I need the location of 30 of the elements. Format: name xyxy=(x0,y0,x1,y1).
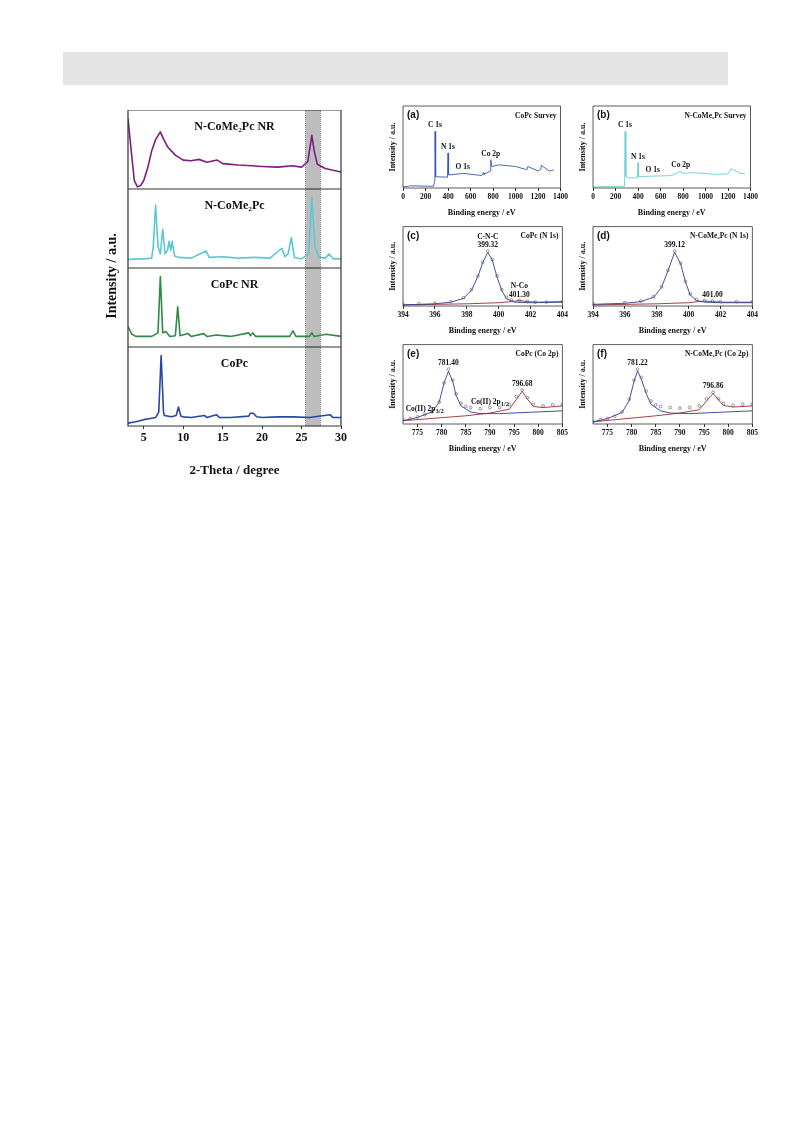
x-axis-title: 2-Theta / degree xyxy=(189,461,280,477)
text: (b) xyxy=(597,109,610,120)
x-tick-label: 20 xyxy=(256,430,269,445)
x-axis-title: Binding energy / eV xyxy=(447,208,516,218)
x-axis-title: Binding energy / eV xyxy=(637,208,706,218)
text: (f) xyxy=(597,347,607,359)
text: (c) xyxy=(407,229,420,241)
x-tick-label: 30 xyxy=(335,430,347,445)
chart-title: N-CoMe₂Pc xyxy=(204,198,266,212)
y-axis-title: Intensity / a.u. xyxy=(387,241,397,291)
x-axis-title: Binding energy / eV xyxy=(448,444,517,454)
chart-title: CoPc NR xyxy=(210,277,259,291)
x-tick-label: 25 xyxy=(295,430,308,445)
chart-title: N-CoMe₂Pc NR xyxy=(194,119,276,133)
x-axis-title: Binding energy / eV xyxy=(638,326,707,336)
y-axis-title: Intensity / a.u. xyxy=(577,241,587,291)
chart-title: CoPc xyxy=(220,356,249,370)
x-axis-title: Binding energy / eV xyxy=(448,326,517,336)
y-axis-title: Intensity / a.u. xyxy=(387,122,397,172)
y-axis-title: Intensity / a.u. xyxy=(104,232,120,321)
text: (d) xyxy=(597,229,610,241)
x-axis-title: Binding energy / eV xyxy=(638,444,707,454)
y-axis-title: Intensity / a.u. xyxy=(577,359,587,409)
y-axis-title: Intensity / a.u. xyxy=(577,122,587,172)
y-axis-title: Intensity / a.u. xyxy=(387,359,397,409)
x-tick-label: 5 xyxy=(140,430,147,445)
text: (e) xyxy=(407,347,420,359)
x-tick-label: 10 xyxy=(177,430,190,445)
x-tick-label: 15 xyxy=(216,430,229,445)
text: (a) xyxy=(407,109,420,120)
